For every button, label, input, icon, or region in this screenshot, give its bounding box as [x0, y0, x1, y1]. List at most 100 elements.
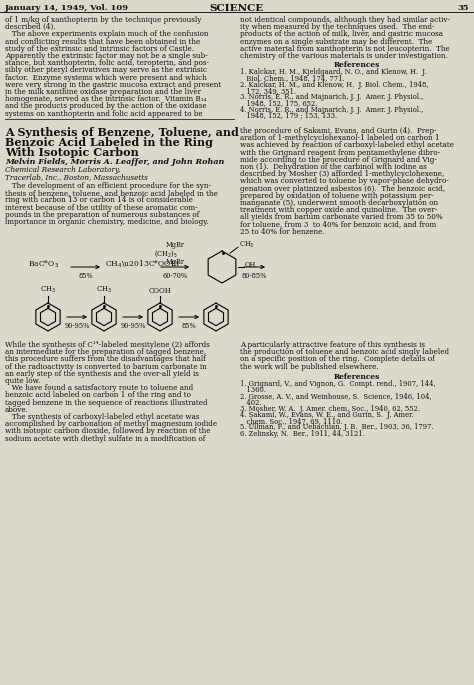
Text: an early step of the synthesis and the over-all yield is: an early step of the synthesis and the o… — [5, 370, 199, 378]
Text: 85%: 85% — [182, 322, 196, 330]
Text: genation over platinized asbestos (6).  The benzoic acid,: genation over platinized asbestos (6). T… — [240, 184, 445, 192]
Text: all yields from barium carbonate varied from 35 to 50%: all yields from barium carbonate varied … — [240, 214, 443, 221]
Text: of 1 m/kg of xanthopterin by the technique previously: of 1 m/kg of xanthopterin by the techniq… — [5, 16, 201, 24]
Text: with the Grignard reagent from pentamethylene dibro-: with the Grignard reagent from pentameth… — [240, 149, 440, 157]
Text: tagged benzene in the sequence of reactions illustrated: tagged benzene in the sequence of reacti… — [5, 399, 208, 407]
Text: described (4).: described (4). — [5, 23, 55, 32]
Text: sibly other pteryl derivatives may serve as the extrinsic: sibly other pteryl derivatives may serve… — [5, 66, 207, 75]
Text: prepared by oxidation of toluene with potassium per-: prepared by oxidation of toluene with po… — [240, 192, 434, 200]
Text: factor.  Enzyme systems which were present and which: factor. Enzyme systems which were presen… — [5, 73, 207, 82]
Text: Apparently the extrinsic factor may not be a single sub-: Apparently the extrinsic factor may not … — [5, 52, 208, 60]
Text: ring with carbon 13 or carbon 14 is of considerable: ring with carbon 13 or carbon 14 is of c… — [5, 197, 193, 204]
Text: ity when measured by the techniques used.  The end-: ity when measured by the techniques used… — [240, 23, 435, 32]
Text: MgBr: MgBr — [166, 241, 185, 249]
Text: not identical compounds, although they had similar activ-: not identical compounds, although they h… — [240, 16, 450, 24]
Text: 90-95%: 90-95% — [120, 322, 146, 330]
Text: 172, 349, 351.: 172, 349, 351. — [240, 87, 296, 95]
Text: importance in organic chemistry, medicine, and biology.: importance in organic chemistry, medicin… — [5, 218, 209, 226]
Text: 1. Kalckar, H. M., Kjeldgaard, N. O., and Klenow, H.  J.: 1. Kalckar, H. M., Kjeldgaard, N. O., an… — [240, 68, 427, 77]
Text: January 14, 1949, Vol. 109: January 14, 1949, Vol. 109 — [5, 4, 129, 12]
Text: of the radioactivity is converted to barium carbonate in: of the radioactivity is converted to bar… — [5, 362, 207, 371]
Text: pounds in the preparation of numerous substances of: pounds in the preparation of numerous su… — [5, 211, 199, 219]
Text: systems on xanthopterin and folic acid appeared to be: systems on xanthopterin and folic acid a… — [5, 110, 202, 118]
Text: 60-70%: 60-70% — [163, 272, 188, 280]
Text: 4. Sakami, W., Evans, W. E., and Gurin, S.  J. Amer.: 4. Sakami, W., Evans, W. E., and Gurin, … — [240, 411, 414, 419]
Text: quite low.: quite low. — [5, 377, 40, 385]
Text: products of the action of milk, liver, and gastric mucosa: products of the action of milk, liver, a… — [240, 30, 443, 38]
Text: 6. Zelinsky, N.  Ber., 1911, 44, 3121.: 6. Zelinsky, N. Ber., 1911, 44, 3121. — [240, 429, 365, 438]
Text: A particularly attractive feature of this synthesis is: A particularly attractive feature of thi… — [240, 341, 425, 349]
Text: 5. Ullman, F., and Uebachian, J. B.  Ber., 1903, 36, 1797.: 5. Ullman, F., and Uebachian, J. B. Ber.… — [240, 423, 434, 432]
Text: stance, but xanthopterin, folic acid, teropterin, and pos-: stance, but xanthopterin, folic acid, te… — [5, 59, 209, 67]
Text: 35: 35 — [457, 4, 469, 12]
Text: the production of toluene and benzoic acid singly labeled: the production of toluene and benzoic ac… — [240, 348, 449, 356]
Text: Biol. Chem., 1948, 174, 771.: Biol. Chem., 1948, 174, 771. — [240, 75, 345, 83]
Text: Tracerlab, Inc., Boston, Massachusetts: Tracerlab, Inc., Boston, Massachusetts — [5, 173, 148, 181]
Text: thesis of benzene, toluene, and benzoic acid labeled in the: thesis of benzene, toluene, and benzoic … — [5, 189, 218, 197]
Text: COOH: COOH — [149, 287, 172, 295]
Text: We have found a satisfactory route to toluene and: We have found a satisfactory route to to… — [5, 384, 193, 393]
Text: described by Mosher (3) afforded 1-methylcyclohexene,: described by Mosher (3) afforded 1-methy… — [240, 170, 444, 178]
Text: non (1).  Dehydration of the carbinol with iodine as: non (1). Dehydration of the carbinol wit… — [240, 163, 427, 171]
Text: 25 to 40% for benzene.: 25 to 40% for benzene. — [240, 228, 325, 236]
Text: 4. Norris, E. R., and Majnarich, J. J.  Amer. J. Physiol.,: 4. Norris, E. R., and Majnarich, J. J. A… — [240, 105, 423, 114]
Text: this procedure suffers from the disadvantages that half: this procedure suffers from the disadvan… — [5, 356, 206, 364]
Text: accomplished by carbonation of methyl magnesium iodide: accomplished by carbonation of methyl ma… — [5, 420, 217, 428]
Text: with isotopic carbon dioxide, followed by reaction of the: with isotopic carbon dioxide, followed b… — [5, 427, 210, 436]
Text: 1. Grignard, V., and Vignon, G.  Compt. rend., 1907, 144,: 1. Grignard, V., and Vignon, G. Compt. r… — [240, 380, 436, 388]
Text: benzoic acid labeled on carbon 1 of the ring and to: benzoic acid labeled on carbon 1 of the … — [5, 391, 191, 399]
Text: CH$_4$\u2013C*OOEt: CH$_4$\u2013C*OOEt — [105, 258, 181, 270]
Text: The above experiments explain much of the confusion: The above experiments explain much of th… — [5, 30, 209, 38]
Text: 3. Norris, E. R., and Majnarich, J. J.  Amer. J. Physiol.,: 3. Norris, E. R., and Majnarich, J. J. A… — [240, 93, 423, 101]
Text: CH$_3$: CH$_3$ — [96, 285, 112, 295]
Text: (CH$_2$)$_5$: (CH$_2$)$_5$ — [154, 249, 178, 259]
Text: sodium acetate with diethyl sulfate in a modification of: sodium acetate with diethyl sulfate in a… — [5, 434, 205, 443]
Text: 1360.: 1360. — [240, 386, 266, 394]
Text: interest because of the utility of these aromatic com-: interest because of the utility of these… — [5, 203, 198, 212]
Text: The synthesis of carboxyl-labeled ethyl acetate was: The synthesis of carboxyl-labeled ethyl … — [5, 413, 200, 421]
Text: BaC*O$_3$: BaC*O$_3$ — [28, 258, 59, 270]
Text: for toluene, from 3  to 40% for benzoic acid, and from: for toluene, from 3 to 40% for benzoic a… — [240, 221, 436, 229]
Text: 2. Kalckar, H. M., and Klenow, H.  J. Biol. Chem., 1948,: 2. Kalckar, H. M., and Klenow, H. J. Bio… — [240, 81, 428, 89]
Text: were very strong in the gastric mucosa extract and present: were very strong in the gastric mucosa e… — [5, 81, 221, 89]
Text: 80-85%: 80-85% — [242, 272, 267, 280]
Text: the procedure of Sakami, Evans, and Gurin (4).  Prep-: the procedure of Sakami, Evans, and Guri… — [240, 127, 437, 135]
Text: enzymes on a single substrate may be different.  The: enzymes on a single substrate may be dif… — [240, 38, 432, 46]
Text: CH$_3$: CH$_3$ — [40, 285, 56, 295]
Text: The development of an efficient procedure for the syn-: The development of an efficient procedur… — [5, 182, 211, 190]
Text: A Synthesis of Benzene, Toluene, and: A Synthesis of Benzene, Toluene, and — [5, 127, 239, 138]
Text: CH$_3$: CH$_3$ — [239, 240, 255, 250]
Text: 2. Grosse, A. V., and Weinhouse, S.  Science, 1946, 104,: 2. Grosse, A. V., and Weinhouse, S. Scie… — [240, 393, 432, 401]
Text: in the milk xanthine oxidase preparation and the liver: in the milk xanthine oxidase preparation… — [5, 88, 201, 96]
Text: While the synthesis of C¹⁴-labeled mesitylene (2) affords: While the synthesis of C¹⁴-labeled mesit… — [5, 341, 210, 349]
Text: above.: above. — [5, 406, 29, 414]
Text: SCIENCE: SCIENCE — [210, 4, 264, 13]
Text: Melvin Fields, Morris A. Leaffer, and John Rohan: Melvin Fields, Morris A. Leaffer, and Jo… — [5, 158, 224, 166]
Text: 1948, 152, 179 ; 153, 133.: 1948, 152, 179 ; 153, 133. — [240, 112, 337, 120]
Text: study of the extrinsic and intrinsic factors of Castle.: study of the extrinsic and intrinsic fac… — [5, 45, 194, 53]
Text: was achieved by reaction of carboxyl-labeled ethyl acetate: was achieved by reaction of carboxyl-lab… — [240, 141, 454, 149]
Text: 85%: 85% — [78, 272, 93, 280]
Text: chemistry of the various materials is under investigation.: chemistry of the various materials is un… — [240, 52, 448, 60]
Text: Benzoic Acid Labeled in the Ring: Benzoic Acid Labeled in the Ring — [5, 137, 213, 148]
Text: References: References — [334, 373, 380, 381]
Text: 402.: 402. — [240, 399, 262, 407]
Text: on a specific position of the ring.  Complete details of: on a specific position of the ring. Comp… — [240, 356, 435, 364]
Text: which was converted to toluene by vapor-phase dehydro-: which was converted to toluene by vapor-… — [240, 177, 449, 186]
Text: OH: OH — [245, 261, 256, 269]
Text: MgBr: MgBr — [166, 258, 185, 266]
Text: 1948, 152, 175, 652.: 1948, 152, 175, 652. — [240, 99, 318, 108]
Text: the work will be published elsewhere.: the work will be published elsewhere. — [240, 362, 379, 371]
Text: Chemical Research Laboratory,: Chemical Research Laboratory, — [5, 166, 120, 174]
Text: treatment with copper oxide and quinoline.  The over-: treatment with copper oxide and quinolin… — [240, 206, 437, 214]
Text: aration of 1-methylcyclohexanol-1 labeled on carbon 1: aration of 1-methylcyclohexanol-1 labele… — [240, 134, 439, 142]
Text: 90-95%: 90-95% — [64, 322, 90, 330]
Text: References: References — [334, 61, 380, 69]
Text: homogenate, served as the intrinsic factor.  Vitamin B₁₄: homogenate, served as the intrinsic fact… — [5, 95, 207, 103]
Text: an intermediate for the preparation of tagged benzene,: an intermediate for the preparation of t… — [5, 348, 206, 356]
Text: and the products produced by the action of the oxidase: and the products produced by the action … — [5, 102, 207, 110]
Text: With Isotopic Carbon: With Isotopic Carbon — [5, 147, 139, 158]
Text: 3. Mosher, W. A.  J. Amer. chem. Soc., 1940, 62, 552.: 3. Mosher, W. A. J. Amer. chem. Soc., 19… — [240, 405, 420, 413]
Text: manganate (5), underwent smooth decarboxylation on: manganate (5), underwent smooth decarbox… — [240, 199, 438, 207]
Text: chem. Soc., 1947, 69, 1110.: chem. Soc., 1947, 69, 1110. — [240, 417, 343, 425]
